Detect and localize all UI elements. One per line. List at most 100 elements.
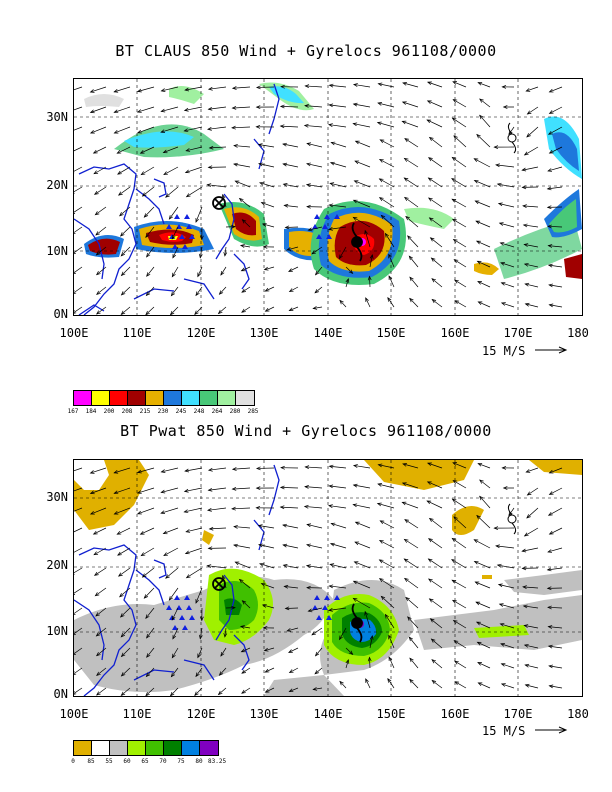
wind-vector-head — [280, 84, 285, 89]
wind-vector-head — [477, 682, 483, 686]
wind-vector-head — [95, 251, 101, 256]
wind-vector-head — [352, 580, 358, 585]
wind-vector-head — [369, 254, 374, 259]
wind-vector-head — [255, 124, 261, 129]
wind-vector-head — [402, 81, 407, 86]
wind-vector — [452, 538, 467, 549]
wind-vector — [74, 306, 83, 313]
wind-vector — [524, 644, 539, 649]
wind-vector-head — [546, 586, 552, 591]
wind-vector-head — [339, 254, 343, 260]
wind-vector — [549, 106, 563, 114]
wind-vector-head — [454, 300, 460, 305]
wind-vector-head — [524, 663, 530, 668]
wind-vector — [476, 134, 491, 148]
wind-vector — [163, 527, 179, 534]
wind-vector-head — [183, 107, 189, 112]
wind-vector — [427, 462, 443, 469]
wind-vector-head — [548, 303, 554, 308]
wind-vector — [208, 106, 227, 110]
wind-vector-head — [93, 571, 99, 576]
wind-vector — [74, 647, 83, 655]
wind-vector — [547, 225, 563, 228]
wind-vector — [364, 230, 371, 248]
wind-vector — [311, 627, 323, 636]
wind-vector-head — [428, 217, 434, 222]
wind-vector-head — [354, 521, 360, 526]
wind-vector — [364, 611, 371, 629]
wind-vector-head — [282, 523, 287, 528]
wind-vector-head — [497, 202, 503, 207]
wind-vector-head — [521, 185, 527, 190]
wind-vector — [165, 567, 179, 579]
wind-vector — [331, 142, 347, 148]
wind-vector — [369, 635, 373, 649]
wind-vector — [240, 626, 251, 629]
wind-vector-head — [451, 559, 456, 563]
wind-vector-head — [95, 652, 101, 657]
wind-vector-head — [283, 203, 289, 208]
wind-vector-head — [403, 177, 409, 182]
wind-vector-head — [288, 669, 294, 674]
wind-vector-head — [428, 538, 433, 543]
wind-vector — [501, 683, 515, 689]
wind-vector-head — [221, 193, 226, 199]
wind-vector — [219, 667, 227, 676]
wind-vector — [388, 656, 395, 669]
wind-vector — [307, 143, 323, 148]
wind-vector-head — [74, 290, 77, 294]
wind-vector — [120, 607, 131, 618]
wind-vector — [74, 106, 83, 111]
wind-vector — [144, 206, 155, 218]
wind-vector — [114, 106, 131, 113]
wind-vector-head — [522, 585, 527, 590]
gyre-markers — [166, 595, 340, 630]
wind-vector-head — [329, 161, 335, 166]
wind-vector-head — [508, 511, 513, 517]
wind-vector-head — [119, 232, 125, 237]
wind-vector — [114, 467, 131, 474]
wind-vector-head — [352, 102, 358, 107]
wind-vector-head — [160, 108, 166, 113]
wind-vector — [428, 177, 443, 188]
wind-vector-head — [426, 462, 432, 467]
wind-vector-head — [452, 239, 458, 243]
wind-vector — [547, 606, 563, 609]
wind-vector — [405, 216, 419, 228]
bottom-map-title: BT Pwat 850 Wind + Gyrelocs 961108/0000 — [120, 422, 492, 440]
wind-vector-head — [184, 87, 190, 92]
wind-vector-head — [240, 648, 246, 653]
wind-vector-head — [547, 644, 553, 649]
wind-vector — [474, 180, 491, 188]
wind-vector-head — [171, 234, 176, 240]
wind-vector — [195, 286, 203, 296]
wind-vector-head — [241, 288, 246, 293]
wind-vector-head — [328, 608, 333, 612]
wind-vector — [549, 685, 563, 689]
wind-vector-head — [120, 291, 126, 296]
wind-vector — [304, 486, 323, 489]
wind-vector-head — [95, 271, 101, 276]
wind-vector — [355, 140, 371, 148]
wind-vector-head — [94, 211, 100, 216]
wind-vector — [172, 246, 179, 258]
colorbar-tick-label: 167 — [67, 408, 79, 415]
wind-vector — [387, 678, 395, 689]
bottom-map-canvas — [74, 460, 582, 696]
wind-vector — [508, 126, 515, 135]
wind-vector-head — [93, 190, 99, 195]
wind-vector — [304, 506, 323, 509]
wind-vector-head — [241, 689, 246, 694]
bottom-xlabel: 150E — [376, 707, 406, 721]
wind-vector-head — [428, 136, 434, 142]
wind-vector-head — [282, 142, 287, 147]
wind-vector — [184, 126, 203, 132]
colorbar-swatch — [164, 741, 182, 755]
colorbar-swatch — [146, 741, 164, 755]
wind-vector-head — [286, 628, 292, 632]
wind-vector — [184, 106, 203, 111]
colorbar-swatch — [146, 391, 164, 405]
wind-vector-head — [328, 504, 333, 508]
wind-vector — [94, 567, 107, 576]
wind-vector-head — [231, 106, 237, 110]
